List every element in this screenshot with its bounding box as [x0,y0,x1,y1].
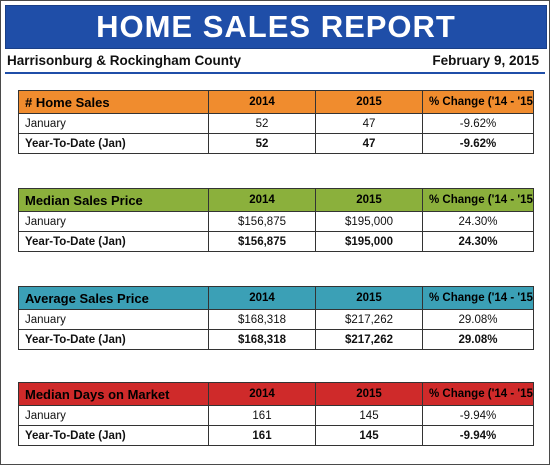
table-header-row: # Home Sales 2014 2015 % Change ('14 - '… [18,90,534,114]
value-2014: 161 [208,405,316,426]
row-label: January [18,211,209,232]
row-label: Year-To-Date (Jan) [18,231,209,252]
value-2014: $156,875 [208,231,316,252]
metric-header: Median Sales Price [18,188,209,212]
value-change: -9.94% [422,405,534,426]
row-label: January [18,113,209,134]
value-2015: 47 [315,113,423,134]
median-days-on-market-table: Median Days on Market 2014 2015 % Change… [18,382,534,446]
year-2015-header: 2015 [315,188,423,212]
value-change: 29.08% [422,329,534,350]
change-header: % Change ('14 - '15) [422,90,534,114]
year-2014-header: 2014 [208,286,316,310]
home-sales-table: # Home Sales 2014 2015 % Change ('14 - '… [18,90,534,154]
value-change: 29.08% [422,309,534,330]
average-sales-price-table: Average Sales Price 2014 2015 % Change (… [18,286,534,350]
median-sales-price-table: Median Sales Price 2014 2015 % Change ('… [18,188,534,252]
table-row: Year-To-Date (Jan) $168,318 $217,262 29.… [18,329,534,350]
value-change: 24.30% [422,231,534,252]
value-change: -9.94% [422,425,534,446]
table-header-row: Median Days on Market 2014 2015 % Change… [18,382,534,406]
value-2014: $168,318 [208,329,316,350]
row-label: January [18,405,209,426]
value-2015: $217,262 [315,329,423,350]
table-row: January $156,875 $195,000 24.30% [18,211,534,232]
year-2014-header: 2014 [208,188,316,212]
metric-header: Average Sales Price [18,286,209,310]
value-2015: $217,262 [315,309,423,330]
table-header-row: Average Sales Price 2014 2015 % Change (… [18,286,534,310]
table-row: January 52 47 -9.62% [18,113,534,134]
year-2015-header: 2015 [315,382,423,406]
report-subheader: Harrisonburg & Rockingham County Februar… [7,51,543,71]
metric-header: Median Days on Market [18,382,209,406]
value-change: -9.62% [422,113,534,134]
value-change: -9.62% [422,133,534,154]
year-2015-header: 2015 [315,90,423,114]
report-title: HOME SALES REPORT [5,5,547,49]
value-2015: $195,000 [315,211,423,232]
value-2015: 145 [315,405,423,426]
header-divider [5,72,545,74]
value-2014: 52 [208,133,316,154]
year-2014-header: 2014 [208,90,316,114]
value-change: 24.30% [422,211,534,232]
row-label: Year-To-Date (Jan) [18,329,209,350]
metric-header: # Home Sales [18,90,209,114]
row-label: Year-To-Date (Jan) [18,133,209,154]
report-date: February 9, 2015 [432,53,539,68]
table-row: January $168,318 $217,262 29.08% [18,309,534,330]
year-2014-header: 2014 [208,382,316,406]
value-2014: $168,318 [208,309,316,330]
value-2014: 52 [208,113,316,134]
change-header: % Change ('14 - '15) [422,188,534,212]
value-2015: $195,000 [315,231,423,252]
value-2015: 145 [315,425,423,446]
change-header: % Change ('14 - '15) [422,286,534,310]
value-2015: 47 [315,133,423,154]
change-header: % Change ('14 - '15) [422,382,534,406]
value-2014: 161 [208,425,316,446]
table-row: January 161 145 -9.94% [18,405,534,426]
value-2014: $156,875 [208,211,316,232]
year-2015-header: 2015 [315,286,423,310]
table-row: Year-To-Date (Jan) 161 145 -9.94% [18,425,534,446]
table-row: Year-To-Date (Jan) 52 47 -9.62% [18,133,534,154]
region-label: Harrisonburg & Rockingham County [7,53,242,68]
table-row: Year-To-Date (Jan) $156,875 $195,000 24.… [18,231,534,252]
table-header-row: Median Sales Price 2014 2015 % Change ('… [18,188,534,212]
row-label: January [18,309,209,330]
row-label: Year-To-Date (Jan) [18,425,209,446]
